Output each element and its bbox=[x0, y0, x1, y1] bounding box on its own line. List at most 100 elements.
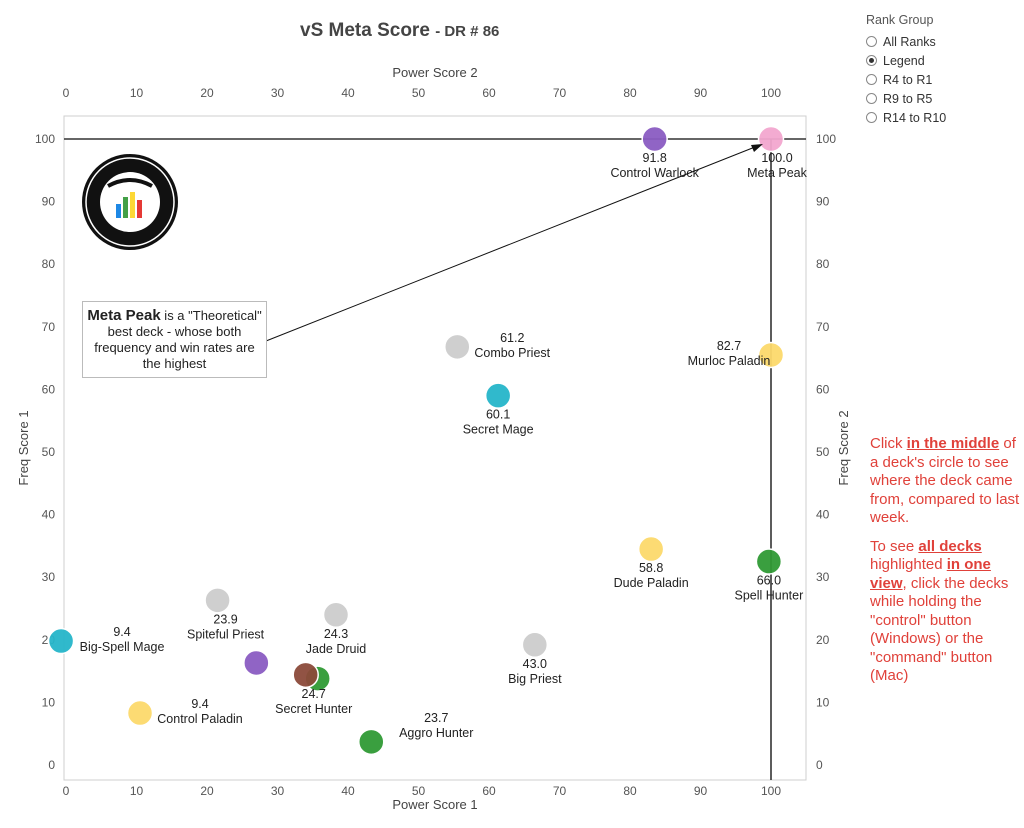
plot-frame bbox=[63, 115, 807, 781]
radio-icon bbox=[866, 55, 877, 66]
x2-tick-label: 90 bbox=[694, 86, 708, 100]
y2-axis-title: Freq Score 2 bbox=[836, 410, 851, 485]
rank-option-all-ranks[interactable]: All Ranks bbox=[866, 32, 946, 51]
note-emphasis: all decks bbox=[918, 537, 982, 555]
deck-name-label: Meta Peak bbox=[747, 166, 808, 180]
y2-tick-label: 50 bbox=[816, 445, 830, 459]
deck-point-combo-priest bbox=[444, 333, 471, 361]
x-tick-label: 100 bbox=[761, 784, 781, 798]
x2-tick-label: 70 bbox=[553, 86, 567, 100]
radio-icon bbox=[866, 93, 877, 104]
note-text: To see bbox=[870, 537, 919, 555]
y-tick-label: 0 bbox=[48, 758, 55, 772]
note-paragraph-2: To see all decks highlighted in one view… bbox=[870, 538, 1020, 686]
x-axis-title: Power Score 1 bbox=[392, 797, 477, 812]
deck-point-dude-paladin bbox=[637, 535, 665, 563]
radio-icon bbox=[866, 112, 877, 123]
meta-peak-callout: Meta Peak is a "Theoretical" best deck -… bbox=[82, 301, 267, 378]
y-tick-label: 40 bbox=[42, 508, 56, 522]
deck-point-aggro-hunter bbox=[358, 728, 385, 756]
deck-score-label: 91.8 bbox=[643, 151, 667, 165]
y2-tick-label: 70 bbox=[816, 320, 830, 334]
radio-icon bbox=[866, 74, 877, 85]
deck-score-label: 9.4 bbox=[191, 697, 208, 711]
y2-tick-label: 30 bbox=[816, 570, 830, 584]
y-tick-label: 30 bbox=[42, 570, 56, 584]
x-tick-label: 40 bbox=[341, 784, 355, 798]
y2-tick-label: 80 bbox=[816, 257, 830, 271]
y-tick-label: 60 bbox=[42, 382, 56, 396]
x2-tick-label: 80 bbox=[623, 86, 637, 100]
radio-icon bbox=[866, 36, 877, 47]
chart-title-sub: - DR # 86 bbox=[435, 23, 500, 40]
deck-name-label: Murloc Paladin bbox=[688, 354, 771, 368]
deck-point-jade-druid bbox=[322, 601, 350, 629]
rank-option-legend[interactable]: Legend bbox=[866, 51, 946, 70]
deck-name-label: Secret Mage bbox=[463, 423, 534, 437]
deck-name-label: Control Warlock bbox=[610, 166, 699, 180]
deck-score-label: 82.7 bbox=[717, 339, 741, 353]
deck-point-secret-mage bbox=[484, 382, 512, 409]
deck-point-secret-hunter bbox=[292, 661, 319, 689]
deck-name-label: Big Priest bbox=[508, 672, 562, 686]
deck-score-label: 58.8 bbox=[639, 561, 663, 575]
deck-point-control-paladin bbox=[126, 699, 154, 727]
note-text: of a deck's circle to see where the deck… bbox=[870, 435, 1020, 526]
y-tick-label: 50 bbox=[42, 445, 56, 459]
callout-bold: Meta Peak bbox=[87, 307, 161, 324]
deck-point-spiteful-priest bbox=[204, 587, 231, 614]
data-reaper-logo bbox=[80, 152, 180, 252]
deck-point-spell-hunter bbox=[755, 548, 783, 575]
note-emphasis: in one view bbox=[870, 556, 991, 592]
y-tick-label: 80 bbox=[42, 257, 56, 271]
x2-tick-label: 40 bbox=[341, 86, 355, 100]
chart-title: vS Meta Score - DR # 86 bbox=[300, 20, 499, 42]
chart-title-main: vS Meta Score bbox=[300, 20, 430, 41]
deck-point-big-priest bbox=[521, 631, 549, 659]
deck-name-label: Jade Druid bbox=[306, 642, 366, 656]
note-text: , click the decks while holding the "con… bbox=[870, 574, 1009, 685]
note-paragraph-1: Click in the middle of a deck's circle t… bbox=[870, 435, 1020, 528]
rank-option-label: R9 to R5 bbox=[883, 91, 933, 106]
deck-score-label: 100.0 bbox=[761, 151, 792, 165]
y2-tick-label: 40 bbox=[816, 508, 830, 522]
deck-score-label: 24.3 bbox=[324, 627, 348, 641]
y2-tick-label: 90 bbox=[816, 195, 830, 209]
x2-axis-title: Power Score 2 bbox=[392, 65, 477, 80]
y2-tick-label: 10 bbox=[816, 695, 830, 709]
rank-option-r14-r10[interactable]: R14 to R10 bbox=[866, 108, 946, 127]
y-tick-label: 90 bbox=[42, 195, 56, 209]
callout-text: is a "Theoretical" best deck - whose bot… bbox=[94, 308, 262, 371]
x-tick-label: 10 bbox=[130, 784, 144, 798]
deck-name-label: Secret Hunter bbox=[275, 702, 352, 716]
deck-name-label: Spell Hunter bbox=[734, 589, 803, 603]
deck-point-meta-peak bbox=[757, 125, 785, 153]
deck-point-big-spell-mage bbox=[47, 627, 75, 655]
deck-score-label: 43.0 bbox=[523, 657, 547, 671]
x2-tick-label: 10 bbox=[130, 86, 144, 100]
y2-tick-label: 0 bbox=[816, 758, 823, 772]
rank-option-r4-r1[interactable]: R4 to R1 bbox=[866, 70, 946, 89]
y-axis-title: Freq Score 1 bbox=[16, 410, 31, 485]
y2-tick-label: 100 bbox=[816, 132, 836, 146]
deck-point-unlabeled-purple bbox=[243, 649, 270, 677]
x-tick-label: 50 bbox=[412, 784, 426, 798]
deck-name-label: Control Paladin bbox=[157, 712, 243, 726]
x-tick-label: 20 bbox=[200, 784, 214, 798]
deck-point-murloc-paladin bbox=[757, 341, 785, 369]
deck-score-label: 23.9 bbox=[213, 612, 237, 626]
deck-score-label: 66.0 bbox=[757, 574, 781, 588]
deck-score-label: 24.7 bbox=[302, 687, 326, 701]
callout-arrow bbox=[265, 144, 761, 342]
x2-tick-label: 30 bbox=[271, 86, 285, 100]
deck-name-label: Big-Spell Mage bbox=[80, 640, 165, 654]
y2-tick-label: 60 bbox=[816, 382, 830, 396]
rank-group-filter: Rank Group All Ranks Legend R4 to R1 R9 … bbox=[866, 13, 946, 127]
deck-name-label: Combo Priest bbox=[474, 346, 550, 360]
rank-option-r9-r5[interactable]: R9 to R5 bbox=[866, 89, 946, 108]
x-tick-label: 0 bbox=[63, 784, 70, 798]
rank-option-label: R4 to R1 bbox=[883, 72, 933, 87]
rank-option-label: All Ranks bbox=[883, 34, 936, 49]
y-tick-label: 70 bbox=[42, 320, 56, 334]
